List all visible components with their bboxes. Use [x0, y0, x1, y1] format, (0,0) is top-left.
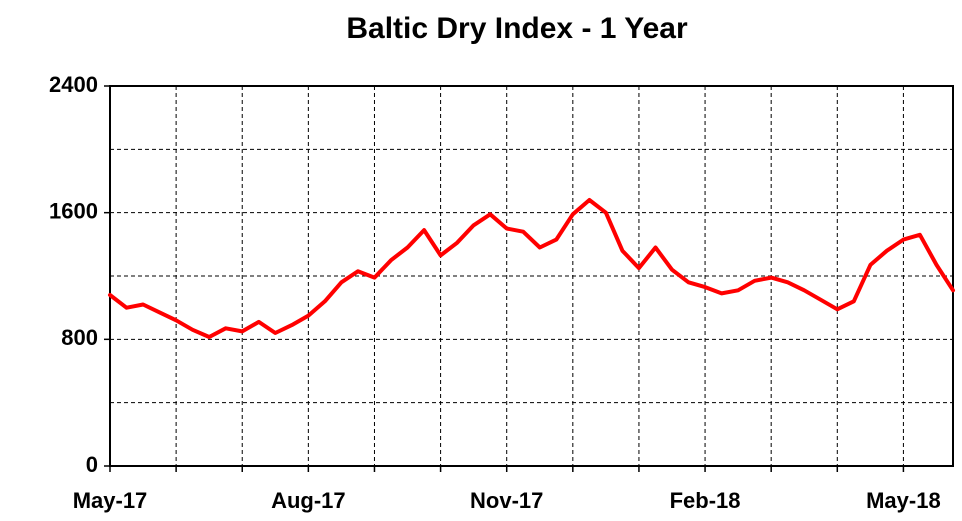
- y-tick-label: 800: [61, 325, 98, 350]
- x-tick-label: May-17: [73, 488, 148, 513]
- x-tick-label: Feb-18: [670, 488, 741, 513]
- x-tick-label: May-18: [866, 488, 941, 513]
- y-tick-label: 2400: [49, 72, 98, 97]
- y-tick-label: 0: [86, 452, 98, 477]
- y-tick-label: 1600: [49, 198, 98, 223]
- plot-frame: [109, 85, 954, 467]
- chart-title: Baltic Dry Index - 1 Year: [346, 12, 688, 45]
- x-tick-label: Nov-17: [470, 488, 543, 513]
- x-tick-label: Aug-17: [271, 488, 346, 513]
- data-line: [108, 198, 955, 339]
